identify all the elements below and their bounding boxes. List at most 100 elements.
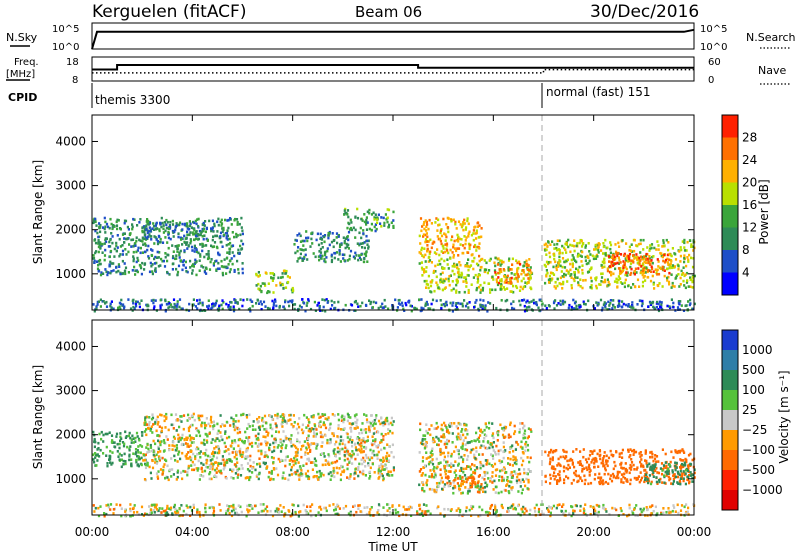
vel-cells-cell	[516, 475, 519, 479]
power-cells-cell	[680, 269, 683, 273]
power-cells-cell	[199, 301, 202, 305]
power-cells-cell	[314, 309, 317, 312]
vel-cells-cell	[265, 430, 268, 433]
power-cells-cell	[300, 306, 303, 309]
vel-cells-cell	[514, 458, 518, 462]
vel-cells-cell	[153, 422, 157, 425]
vel-cells-cell	[242, 412, 245, 416]
vel-cells-cell	[343, 458, 346, 462]
vel-cells-cell	[148, 465, 151, 469]
vel-cells-cell	[258, 416, 261, 419]
power-cells-cell	[566, 258, 569, 262]
power-cells-cell	[459, 223, 462, 226]
power-cells-cell	[343, 259, 346, 262]
vel-cells-cell	[467, 487, 470, 491]
vel-cells-cell	[281, 425, 284, 428]
vel-cells-cell	[305, 474, 308, 478]
power-cells-cell	[186, 230, 189, 234]
power-cells-cell	[288, 276, 291, 279]
power-cells-cell	[99, 230, 102, 234]
power-cells-cell	[386, 216, 389, 220]
power-cells-cell	[464, 279, 467, 283]
power-cells-cell	[603, 265, 606, 269]
vel-cells-cell	[139, 451, 142, 455]
vel-cells-cell	[319, 415, 322, 419]
power-cells-cell	[579, 254, 582, 258]
power-cells-cell	[687, 258, 690, 262]
vel-cells-cell	[270, 456, 274, 459]
power-cells-cell	[455, 239, 458, 242]
vel-cells-cell	[371, 451, 374, 455]
power-cells-cell	[676, 306, 680, 309]
power-cells-cell	[572, 256, 575, 259]
vel-cells-cell	[509, 423, 512, 427]
vel-cells-cell	[105, 454, 108, 457]
vel-cells-cell	[117, 455, 120, 458]
vel-cells-cell	[453, 450, 456, 453]
power-cells-cell	[274, 300, 277, 303]
power-cells-cell	[660, 303, 663, 307]
vel-cells-cell	[445, 430, 449, 433]
vel-cells-cell	[330, 474, 333, 478]
vel-cells-cell	[204, 432, 207, 436]
power-cells-cell	[108, 264, 111, 268]
vel-cells-cell	[145, 423, 149, 426]
power-cells-cell	[319, 232, 322, 236]
power-cells-cell	[576, 242, 579, 245]
vel-cells-cell	[274, 414, 277, 417]
vel-cells-cell	[230, 476, 233, 479]
power-cells-cell	[457, 301, 460, 305]
power-cells-cell	[94, 251, 97, 255]
power-cells-cell	[571, 244, 574, 247]
power-cells-cell	[141, 240, 144, 243]
power-cells-cell	[662, 259, 665, 263]
vel-cells-cell	[371, 435, 374, 438]
vel-cells-cell	[425, 423, 428, 426]
power-cells-cell	[503, 275, 506, 278]
vel-cells-cell	[436, 443, 439, 446]
power-cells-cell	[191, 272, 194, 275]
vel-cells-cell	[275, 424, 278, 427]
power-cells-cell	[457, 235, 460, 239]
power-cells-cell	[221, 227, 224, 230]
vel-cells-cell	[358, 449, 362, 453]
power-cells-cell	[177, 244, 180, 247]
vel-cells-cell	[254, 434, 257, 438]
power-cells-cell	[101, 242, 104, 246]
power-cells-cell	[237, 271, 240, 275]
power-cells-cell	[126, 237, 129, 240]
power-cells-cell	[508, 277, 511, 281]
vel-cells-cell	[376, 457, 379, 460]
power-cells-cell	[237, 251, 240, 255]
power-cells-cell	[556, 248, 559, 252]
power-cells-cell	[134, 302, 137, 306]
vel-cells-cell	[357, 474, 360, 478]
vel-cells-cell	[324, 426, 328, 430]
power-cells-cell	[151, 270, 154, 273]
power-cells-cell	[306, 301, 309, 305]
power-cells-cell	[353, 300, 356, 304]
vel-cells-cell	[284, 446, 287, 450]
power-cells-cell	[104, 238, 107, 242]
vel-cells-cell	[437, 443, 440, 447]
power-cells-cell	[463, 299, 466, 302]
power-cells-cell	[641, 267, 644, 271]
power-cells-cell	[691, 279, 694, 282]
power-cells-cell	[191, 249, 194, 252]
vel-cells-cell	[255, 475, 258, 478]
power-cells-cell	[666, 279, 669, 282]
cpid-segment-1: themis 3300	[95, 93, 170, 107]
power-cells-cell	[103, 227, 106, 231]
vel-cells-cell	[356, 441, 360, 445]
power-cells-cell	[299, 252, 302, 256]
power-cells-cell	[636, 261, 639, 265]
vel-cells-cell	[167, 428, 170, 432]
vel-cells-cell	[441, 428, 444, 432]
power-cells-cell	[689, 278, 692, 282]
power-cells-cell	[435, 281, 438, 284]
power-cells-cell	[464, 239, 467, 242]
power-cells-cell	[660, 301, 663, 304]
vel-cells-cell	[229, 468, 232, 471]
power-cells-cell	[682, 309, 686, 312]
power-cells-cell	[307, 298, 310, 301]
